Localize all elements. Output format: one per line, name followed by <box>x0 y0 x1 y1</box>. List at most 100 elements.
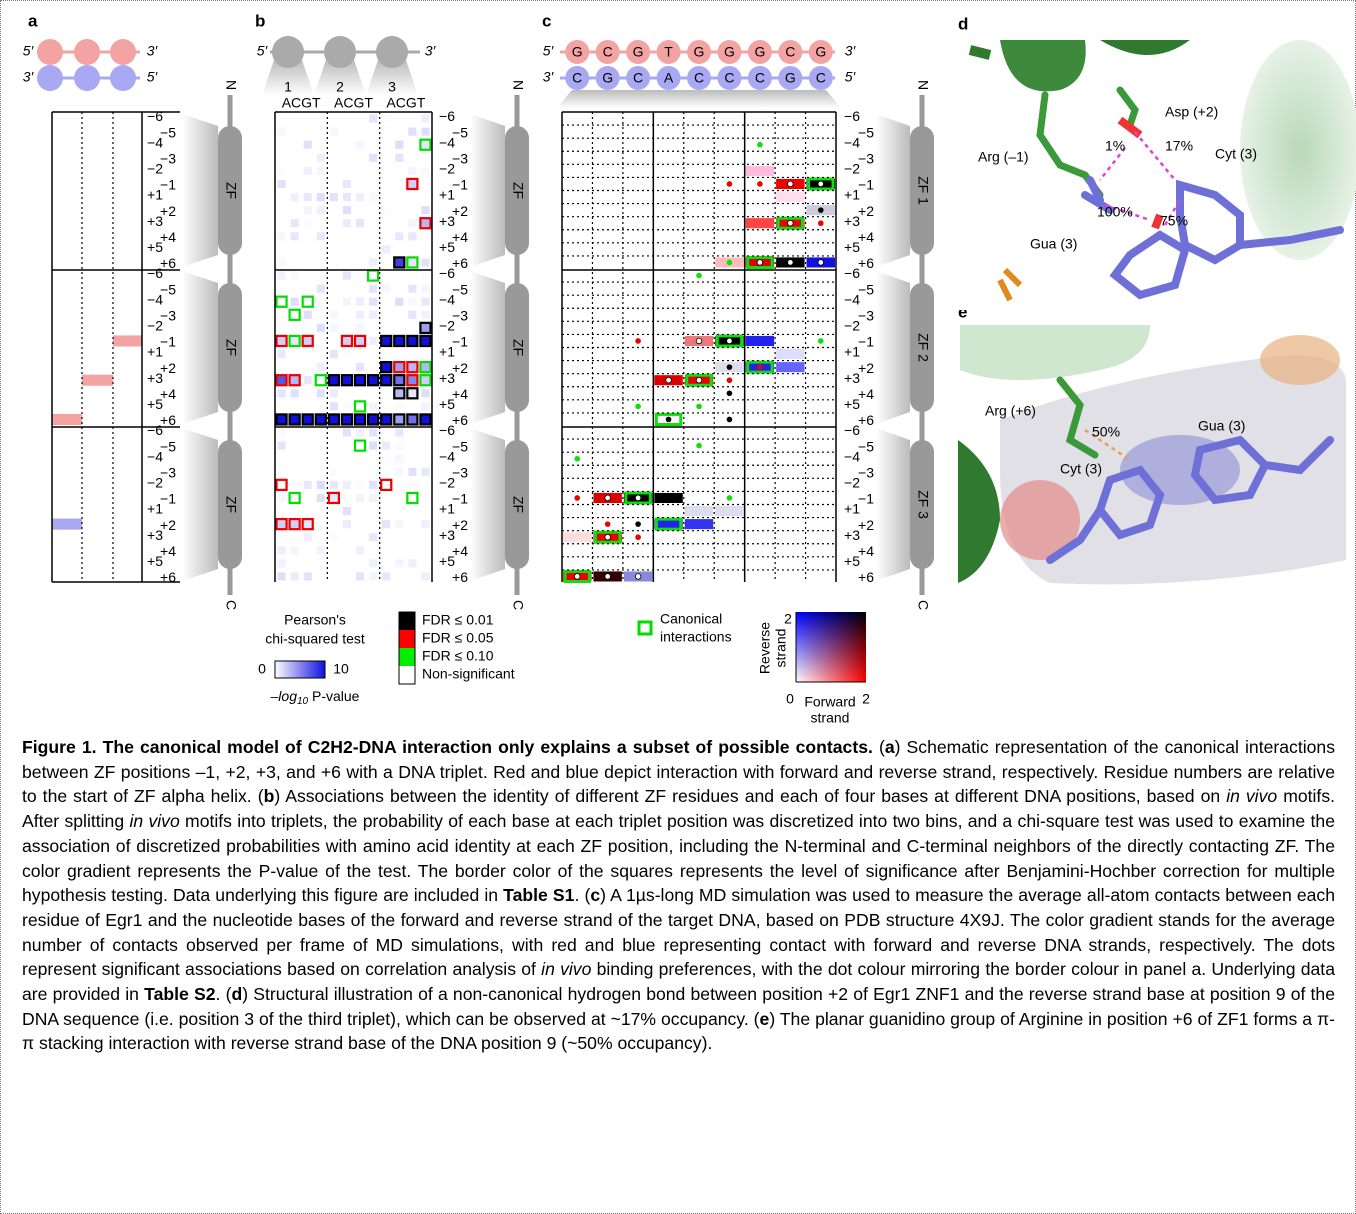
faint-cell <box>395 154 403 162</box>
faint-cell <box>382 206 390 214</box>
association-dot <box>818 207 824 213</box>
domain-fan <box>876 428 910 581</box>
faint-cell <box>356 324 364 332</box>
faint-cell <box>304 219 312 227</box>
position-label: −6 <box>147 265 163 281</box>
residue-label: Arg (–1) <box>978 149 1029 165</box>
sig-cell <box>303 336 313 346</box>
association-dot <box>788 181 794 187</box>
faint-cell <box>304 311 312 319</box>
contact-cell <box>654 519 682 529</box>
position-label: −5 <box>858 438 874 454</box>
association-dot <box>818 338 824 344</box>
faint-cell <box>408 167 416 175</box>
position-label: +3 <box>439 370 455 386</box>
faint-cell <box>356 363 364 371</box>
faint-cell <box>317 232 325 240</box>
faint-cell <box>343 206 351 214</box>
faint-cell <box>395 232 403 240</box>
faint-cell <box>330 481 338 489</box>
faint-cell <box>278 167 286 175</box>
caption-title: Figure 1. The canonical model of C2H2-DN… <box>22 737 873 757</box>
terminal-label: N <box>510 80 526 90</box>
position-label: +2 <box>858 203 874 219</box>
sig-cell <box>329 375 339 385</box>
canonical-contact <box>113 335 142 346</box>
nucleotide-label: C <box>572 70 582 86</box>
faint-cell <box>356 429 364 437</box>
caption-table: Table S2 <box>144 984 215 1004</box>
caption-italic: in vivo <box>1226 786 1277 806</box>
contact-cell <box>563 532 591 542</box>
faint-cell <box>278 180 286 188</box>
faint-cell <box>395 442 403 450</box>
caption-table: Table S1 <box>503 885 574 905</box>
position-label: +4 <box>858 543 874 559</box>
contact-cell <box>776 349 804 359</box>
position-label: +2 <box>858 517 874 533</box>
faint-cell <box>356 219 364 227</box>
faint-cell <box>395 468 403 476</box>
sig-cell <box>342 336 352 346</box>
association-dot <box>818 220 824 226</box>
axis-title: strand <box>773 629 789 668</box>
faint-cell <box>343 141 351 149</box>
faint-cell <box>395 429 403 437</box>
association-dot <box>818 260 824 266</box>
association-dot <box>696 377 702 383</box>
faint-cell <box>304 376 312 384</box>
faint-cell <box>304 167 312 175</box>
position-label: −4 <box>147 134 163 150</box>
position-label: −3 <box>858 150 874 166</box>
faint-cell <box>369 115 377 123</box>
faint-cell <box>278 429 286 437</box>
position-label: +5 <box>147 396 163 412</box>
faint-cell <box>382 520 390 528</box>
nucleotide-label: C <box>755 70 765 86</box>
association-dot <box>635 404 641 410</box>
sig-cell <box>407 179 417 189</box>
contact-cell <box>685 519 713 529</box>
faint-cell <box>369 311 377 319</box>
legend-min: 0 <box>258 661 266 677</box>
association-dot <box>727 338 733 344</box>
domain-fan <box>470 271 505 424</box>
sig-cell <box>368 414 378 424</box>
faint-cell <box>408 311 416 319</box>
position-label: +1 <box>147 501 163 517</box>
domain-fan <box>876 271 910 424</box>
position-label: −6 <box>844 422 860 438</box>
sig-cell <box>290 414 300 424</box>
nucleotide-label: G <box>602 70 613 86</box>
position-label: +3 <box>147 527 163 543</box>
association-dot <box>635 574 641 580</box>
nucleotide-label: C <box>816 70 826 86</box>
faint-cell <box>395 520 403 528</box>
association-dot <box>574 574 580 580</box>
faint-cell <box>343 429 351 437</box>
faint-cell <box>343 219 351 227</box>
strand-end: 3′ <box>425 43 437 59</box>
sig-cell <box>394 336 404 346</box>
association-dot <box>574 456 580 462</box>
faint-cell <box>278 546 286 554</box>
legend-axis-post: P-value <box>308 688 360 704</box>
fdr-swatch <box>399 630 415 648</box>
association-dot <box>727 495 733 501</box>
faint-cell <box>291 219 299 227</box>
faint-cell <box>421 402 429 410</box>
zf-label: ZF <box>510 496 526 513</box>
sig-cell <box>381 480 391 490</box>
occupancy-label: 50% <box>1092 424 1120 440</box>
sig-cell <box>420 218 430 228</box>
faint-cell <box>291 272 299 280</box>
legend-label: interactions <box>660 629 732 645</box>
faint-cell <box>421 572 429 580</box>
domain-fan <box>182 271 218 424</box>
nucleotide-label: C <box>785 44 795 60</box>
sig-cell <box>407 362 417 372</box>
faint-cell <box>356 141 364 149</box>
sig-cell <box>342 414 352 424</box>
faint-cell <box>343 507 351 515</box>
faint-cell <box>304 481 312 489</box>
